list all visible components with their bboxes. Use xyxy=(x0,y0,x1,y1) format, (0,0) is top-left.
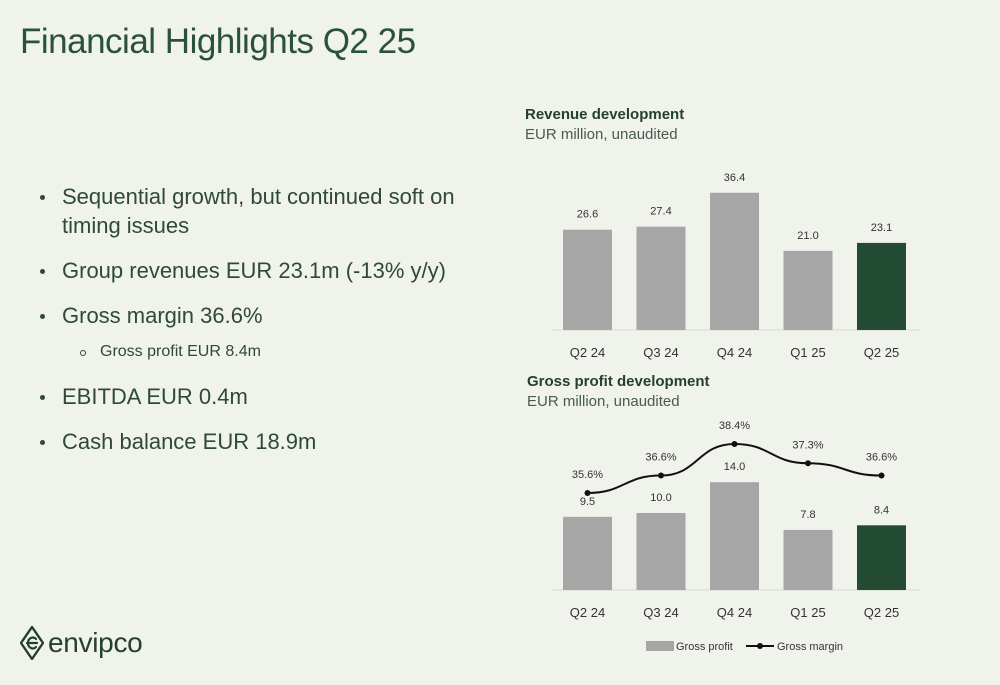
gross-profit-value-label: 9.5 xyxy=(580,496,595,508)
x-tick-label: Q1 25 xyxy=(790,345,825,360)
bullet-text: Group revenues EUR 23.1m (-13% y/y) xyxy=(62,258,446,283)
gross-profit-bar xyxy=(563,516,612,590)
gross-profit-bar xyxy=(857,525,906,590)
revenue-chart: 26.6 Q2 24 27.4 Q3 24 36.4 Q4 24 21.0 Q1 25 23.1… xyxy=(552,172,920,360)
revenue-bar xyxy=(857,242,906,330)
bullet-list: Sequential growth, but continued soft on… xyxy=(40,182,480,472)
bullet-item: Gross margin 36.6% xyxy=(40,301,480,330)
revenue-value-label: 23.1 xyxy=(871,222,892,234)
x-tick-label: Q4 24 xyxy=(717,605,752,620)
bullet-item: EBITDA EUR 0.4m xyxy=(40,382,480,411)
gross-profit-value-label: 14.0 xyxy=(724,461,745,473)
legend-gross-profit-label: Gross profit xyxy=(676,641,733,653)
gross-profit-bar xyxy=(710,482,759,590)
gross-margin-point xyxy=(584,490,591,496)
gross-profit-bar xyxy=(636,513,686,590)
bullet-dot-icon xyxy=(40,195,45,200)
gross-margin-label: 36.6% xyxy=(866,452,897,464)
gross-profit-bar xyxy=(783,529,833,590)
gross-margin-label: 35.6% xyxy=(572,469,603,481)
x-tick-label: Q2 25 xyxy=(864,605,899,620)
bullet-text: EBITDA EUR 0.4m xyxy=(62,384,248,409)
gross-profit-value-label: 7.8 xyxy=(800,509,815,521)
revenue-value-label: 26.6 xyxy=(577,209,598,221)
x-tick-label: Q3 24 xyxy=(643,345,678,360)
sub-bullet-circle-icon xyxy=(80,350,86,356)
bullet-text: Cash balance EUR 18.9m xyxy=(62,429,317,454)
x-tick-label: Q1 25 xyxy=(790,605,825,620)
gross-margin-label: 37.3% xyxy=(792,439,823,451)
envipco-e-icon xyxy=(20,626,44,660)
bullet-item: Sequential growth, but continued soft on… xyxy=(40,182,480,240)
bullet-text: Gross margin 36.6% xyxy=(62,303,263,328)
revenue-bar xyxy=(783,250,833,330)
legend-gross-margin-label: Gross margin xyxy=(777,641,843,653)
gross-margin-point xyxy=(805,460,811,467)
bullet-dot-icon xyxy=(40,269,45,274)
revenue-chart-subtitle: EUR million, unaudited xyxy=(525,126,678,143)
gross-margin-point xyxy=(658,472,664,479)
gross-margin-label: 38.4% xyxy=(719,420,750,432)
gross-margin-point xyxy=(878,472,885,479)
bullet-item: Group revenues EUR 23.1m (-13% y/y) xyxy=(40,256,480,285)
revenue-chart-title: Revenue development xyxy=(525,106,685,123)
gross-profit-chart-title: Gross profit development xyxy=(527,373,710,390)
x-tick-label: Q4 24 xyxy=(717,345,752,360)
gross-profit-chart: 9.5 Q2 24 10.0 Q3 24 14.0 Q4 24 7.8 Q1 25 8.4 Q2 … xyxy=(552,420,920,653)
gross-profit-value-label: 10.0 xyxy=(650,492,671,504)
x-tick-label: Q3 24 xyxy=(643,605,678,620)
x-tick-label: Q2 24 xyxy=(570,605,605,620)
gross-margin-point xyxy=(731,441,738,447)
page-title: Financial Highlights Q2 25 xyxy=(20,22,416,61)
legend-bar-swatch xyxy=(646,641,674,651)
sub-bullet-item: Gross profit EUR 8.4m xyxy=(80,342,480,362)
envipco-logo: envipco xyxy=(20,626,143,660)
revenue-value-label: 21.0 xyxy=(797,230,818,242)
bullet-text: Sequential growth, but continued soft on… xyxy=(62,184,455,238)
x-tick-label: Q2 24 xyxy=(570,345,605,360)
bullet-dot-icon xyxy=(40,395,45,400)
revenue-value-label: 27.4 xyxy=(650,206,671,218)
bullet-dot-icon xyxy=(40,440,45,445)
gross-margin-label: 36.6% xyxy=(645,452,676,464)
revenue-bar xyxy=(710,192,759,330)
logo-text: envipco xyxy=(48,627,143,658)
bullet-item: Cash balance EUR 18.9m xyxy=(40,427,480,456)
bullet-text: Gross profit EUR 8.4m xyxy=(100,343,261,360)
legend-line-marker xyxy=(757,643,763,649)
x-tick-label: Q2 25 xyxy=(864,345,899,360)
gross-profit-chart-subtitle: EUR million, unaudited xyxy=(527,393,680,410)
revenue-value-label: 36.4 xyxy=(724,172,745,184)
revenue-bar xyxy=(563,229,612,330)
revenue-bar xyxy=(636,226,686,330)
bullet-dot-icon xyxy=(40,314,45,319)
gross-profit-value-label: 8.4 xyxy=(874,504,889,516)
